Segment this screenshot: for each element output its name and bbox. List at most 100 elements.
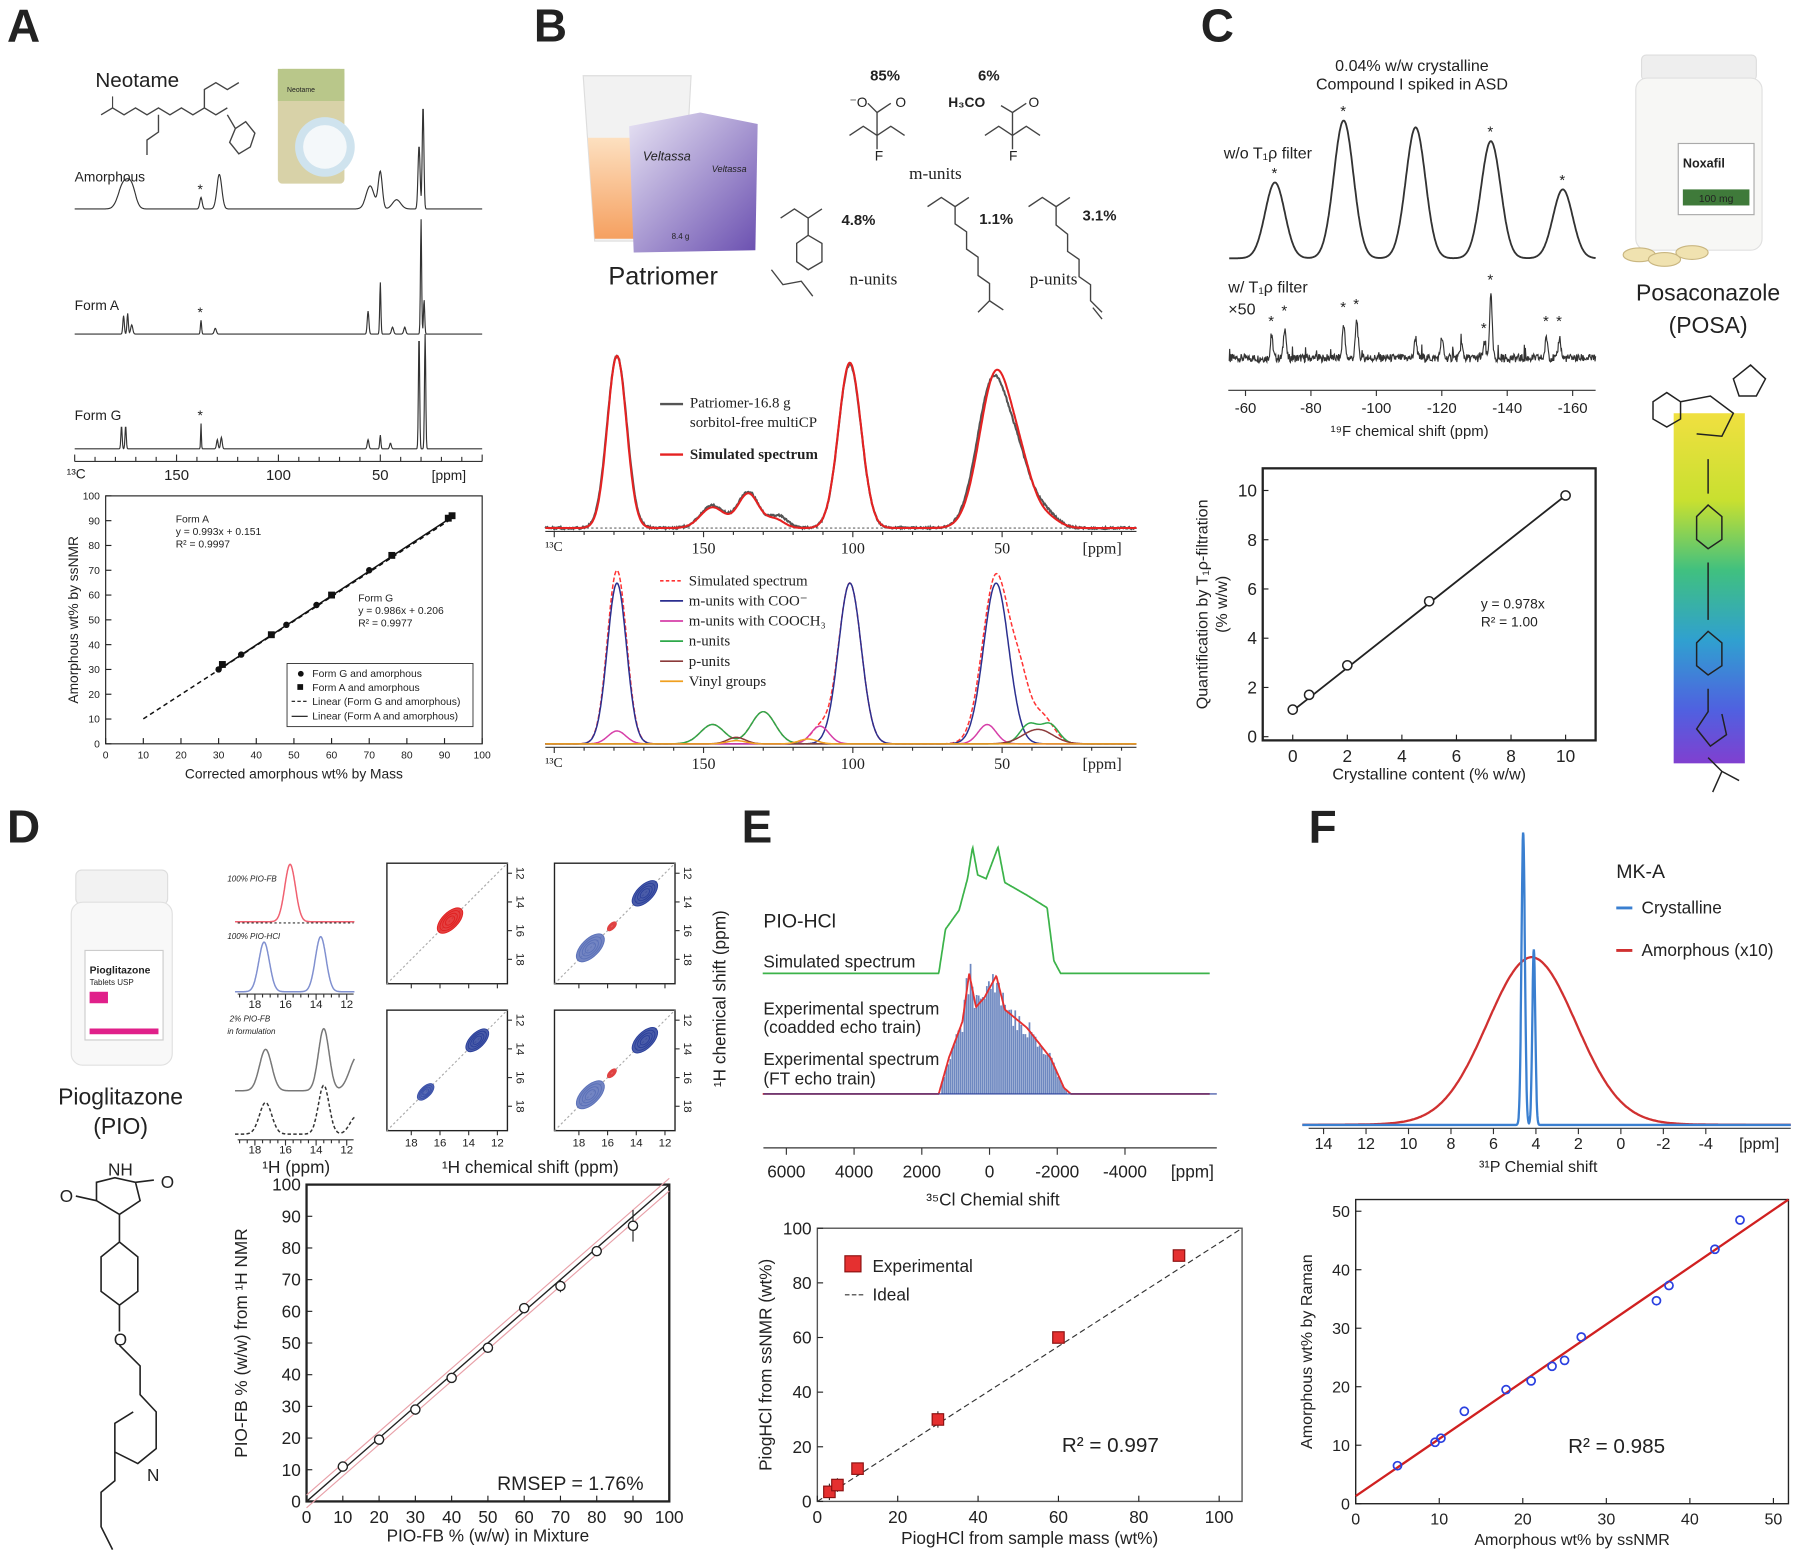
rmsep-annotation: RMSEP = 1.76% (497, 1473, 644, 1495)
y-tick-label: 30 (88, 665, 100, 676)
x-tick-label: 60 (326, 751, 338, 762)
legend-label: Patriomer-16.8 g (690, 395, 791, 411)
x-axis-label: PiogHCl from sample mass (wt%) (901, 1528, 1158, 1548)
plot-frame (1355, 1198, 1790, 1505)
x-tick-label: -4 (1699, 1135, 1713, 1153)
data-point (1526, 1375, 1537, 1386)
spectrum-label: 100% PIO-HCl (227, 932, 280, 941)
A-spectra: * * * (74, 108, 483, 463)
atom-label: O (895, 95, 906, 110)
spectrum-label: 2% PIO-FB (229, 1015, 271, 1024)
crystalline-marker: * (198, 408, 204, 423)
nmr-trace (74, 219, 483, 335)
y-tick-label: 18 (681, 953, 693, 966)
cross-peak-contour (439, 910, 461, 932)
crystalline-marker: * (1543, 313, 1549, 330)
x-axis-label: Amorphous wt% by ssNMR (1474, 1531, 1669, 1549)
panel-label-F: F (1309, 801, 1337, 853)
data-point-form-g (283, 621, 290, 629)
panel-label-B: B (534, 0, 567, 51)
x-tick-label: 20 (888, 1507, 907, 1527)
data-point (1560, 490, 1571, 501)
E-spectra (762, 844, 1217, 1155)
x-tick-label: 6 (1489, 1135, 1498, 1153)
y-axis-label: (% w/w) (1213, 576, 1231, 633)
unit-label: n-units (849, 270, 897, 289)
x-tick-label: -2000 (1035, 1162, 1079, 1182)
cross-peak-contour (608, 1070, 615, 1077)
B-spectrum (544, 354, 1138, 538)
y-tick-label: 4 (1247, 628, 1257, 648)
y-tick-label: 18 (514, 1100, 526, 1113)
atom-label: O (161, 1172, 174, 1192)
x-tick-label: 16 (434, 1138, 447, 1150)
regression-annotation: R² = 0.9977 (358, 619, 413, 630)
x-tick-label: 12 (659, 1138, 672, 1150)
data-point (446, 1372, 457, 1384)
x-tick-label: 20 (175, 751, 187, 762)
x-tick-label: 60 (1049, 1507, 1068, 1527)
x-tick-label: 8 (1506, 746, 1516, 766)
legend-label: Simulated spectrum (690, 447, 819, 463)
data-point (1436, 1433, 1446, 1444)
crystalline-marker: * (1281, 303, 1287, 320)
B-legend (660, 402, 684, 683)
y-tick-label: 100 (272, 1175, 301, 1195)
regression-annotation: y = 0.978x (1481, 596, 1545, 611)
x-tick-label: 20 (370, 1507, 389, 1527)
x-tick-label: -4000 (1103, 1162, 1147, 1182)
x-tick-label: 30 (406, 1507, 425, 1527)
data-point (482, 1342, 494, 1354)
nmr-trace (74, 334, 483, 450)
panel-label-A: A (7, 0, 40, 51)
data-point (1651, 1295, 1662, 1306)
cross-peak-contour (418, 1084, 433, 1099)
y-tick-label: 100 (783, 1218, 812, 1238)
y-tick-label: 0 (1247, 727, 1257, 747)
x-tick-label: 100 (655, 1507, 684, 1527)
cross-peak-contour (639, 888, 650, 899)
cross-peak-contour (444, 915, 456, 926)
data-point-form-g (313, 601, 320, 609)
drug-abbrev: (POSA) (1669, 312, 1748, 338)
spectrum-trace (235, 1084, 355, 1135)
y-tick-label: 90 (88, 516, 100, 527)
tablet (1675, 245, 1709, 260)
spectrum-label: w/ T₁ρ filter (1227, 279, 1308, 297)
spectrum-label: Form G (75, 408, 122, 423)
x-tick-label: 60 (515, 1507, 534, 1527)
y-tick-label: 14 (681, 1042, 693, 1055)
crystalline-marker: * (1556, 313, 1562, 330)
2d-spectrum (553, 1009, 680, 1136)
molecule-bonds (1028, 196, 1103, 320)
y-tick-label: 90 (282, 1206, 301, 1226)
C-calibration-plot (1261, 467, 1597, 742)
regression-annotation: R² = 1.00 (1481, 615, 1538, 630)
molecule-bonds (226, 114, 256, 155)
y-tick-label: 8 (1247, 530, 1257, 550)
fit-line (218, 516, 453, 671)
drug-abbrev: (PIO) (93, 1113, 148, 1139)
data-point (591, 1245, 603, 1257)
bottle-dose-band (1682, 189, 1750, 206)
neotame-product-photo (277, 68, 355, 184)
x-tick-label: 8 (1447, 1135, 1456, 1153)
legend-label: sorbitol-free multiCP (690, 415, 817, 431)
crystalline-marker: * (1487, 272, 1493, 289)
data-point-form-g (237, 651, 245, 658)
spectrum-label: (FT echo train) (763, 1069, 876, 1089)
y-tick-label: 40 (792, 1382, 811, 1402)
x-tick-label: 150 (691, 540, 715, 557)
cross-peak-contour (637, 885, 653, 902)
x-tick-label: 14 (310, 999, 323, 1011)
x-tick-label: 30 (1597, 1510, 1615, 1528)
data-point (518, 1302, 530, 1314)
legend-label: p-units (689, 654, 731, 670)
legend-marker (844, 1255, 862, 1273)
x-tick-label: 50 (994, 756, 1010, 773)
x-tick-label: 150 (164, 467, 189, 484)
cross-peak-contour (578, 936, 602, 960)
data-point-form-a (388, 551, 396, 559)
cross-peak-contour (608, 923, 615, 930)
posaconazole-structure (1652, 364, 1767, 793)
